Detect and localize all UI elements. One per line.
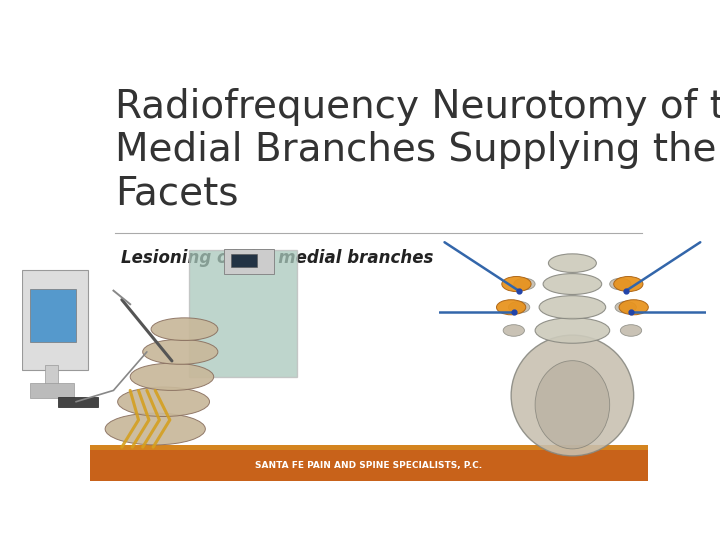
Ellipse shape (535, 361, 610, 449)
Ellipse shape (615, 301, 636, 313)
Ellipse shape (151, 318, 218, 341)
Ellipse shape (621, 325, 642, 336)
FancyBboxPatch shape (224, 248, 274, 274)
Ellipse shape (539, 295, 606, 319)
Ellipse shape (610, 278, 631, 290)
Ellipse shape (543, 274, 602, 294)
FancyBboxPatch shape (22, 270, 89, 370)
FancyBboxPatch shape (231, 254, 257, 267)
FancyBboxPatch shape (189, 250, 297, 377)
Ellipse shape (503, 325, 524, 336)
Ellipse shape (497, 300, 526, 315)
Ellipse shape (514, 278, 535, 290)
Ellipse shape (511, 335, 634, 456)
Text: Lesioning of the medial branches: Lesioning of the medial branches (121, 249, 433, 267)
Ellipse shape (613, 276, 643, 292)
FancyBboxPatch shape (90, 446, 648, 481)
Ellipse shape (535, 318, 610, 343)
Text: Medial Branches Supplying the: Medial Branches Supplying the (115, 131, 716, 170)
Text: Radiofrequency Neurotomy of the: Radiofrequency Neurotomy of the (115, 87, 720, 126)
FancyBboxPatch shape (90, 446, 648, 450)
Text: Facets: Facets (115, 175, 238, 213)
Ellipse shape (502, 276, 531, 292)
FancyBboxPatch shape (30, 383, 73, 398)
FancyBboxPatch shape (45, 365, 58, 387)
FancyBboxPatch shape (30, 289, 76, 342)
Ellipse shape (117, 387, 210, 416)
Ellipse shape (508, 301, 530, 313)
Ellipse shape (619, 300, 648, 315)
Ellipse shape (130, 363, 214, 390)
Text: SANTA FE PAIN AND SPINE SPECIALISTS, P.C.: SANTA FE PAIN AND SPINE SPECIALISTS, P.C… (256, 461, 482, 470)
Ellipse shape (143, 339, 218, 364)
Ellipse shape (105, 413, 205, 445)
Ellipse shape (549, 254, 596, 272)
FancyBboxPatch shape (58, 396, 98, 407)
